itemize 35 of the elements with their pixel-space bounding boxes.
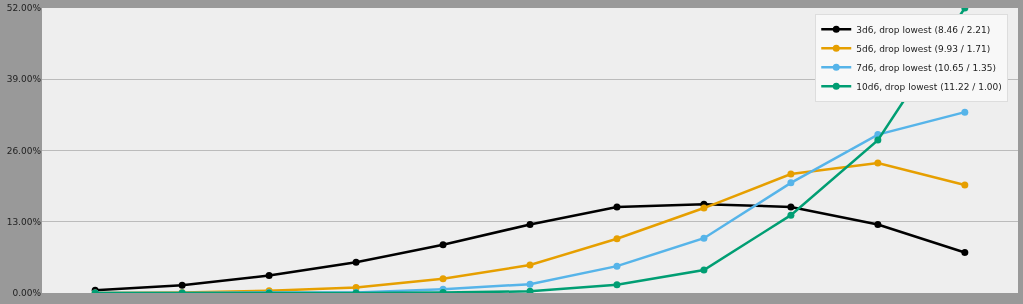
- point: [961, 108, 969, 116]
- point: [352, 258, 360, 266]
- point: [700, 266, 708, 274]
- legend-label: 5d6, drop lowest (9.93 / 1.71): [856, 43, 991, 54]
- point: [526, 261, 534, 269]
- point: [613, 281, 621, 289]
- point: [526, 287, 534, 293]
- y-tick-label: 39.00%: [6, 74, 42, 85]
- point: [787, 170, 795, 178]
- point: [178, 281, 186, 289]
- point: [961, 181, 969, 189]
- point: [874, 136, 882, 144]
- y-tick-label: 26.00%: [6, 145, 42, 156]
- point: [439, 241, 447, 249]
- point: [439, 275, 447, 283]
- point: [874, 159, 882, 167]
- point: [613, 235, 621, 243]
- point: [700, 204, 708, 212]
- point: [787, 211, 795, 219]
- point: [700, 234, 708, 242]
- point: [787, 203, 795, 211]
- y-tick-label: 0.00%: [12, 288, 42, 299]
- legend-label: 7d6, drop lowest (10.65 / 1.35): [856, 62, 996, 73]
- point: [526, 280, 534, 288]
- y-tick-label: 52.00%: [6, 3, 42, 14]
- legend-label: 10d6, drop lowest (11.22 / 1.00): [856, 81, 1002, 92]
- point: [961, 248, 969, 256]
- point: [787, 179, 795, 187]
- point: [526, 220, 534, 228]
- legend-label: 3d6, drop lowest (8.46 / 2.21): [856, 24, 991, 35]
- point: [265, 271, 273, 279]
- point: [613, 262, 621, 270]
- point: [874, 220, 882, 228]
- point: [613, 203, 621, 211]
- y-tick-label: 13.00%: [6, 216, 42, 227]
